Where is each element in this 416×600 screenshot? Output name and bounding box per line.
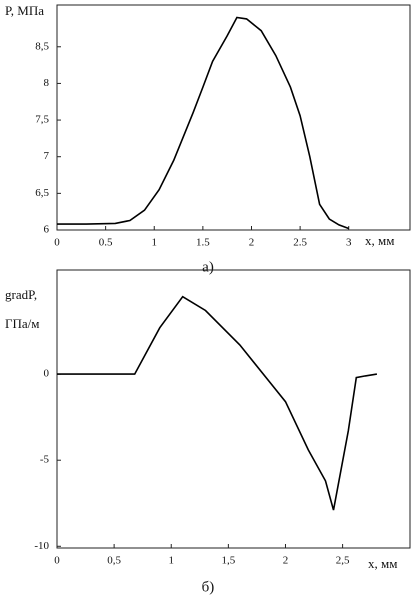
x-tick-label: 2	[249, 237, 255, 249]
x-tick-label: 0,5	[107, 555, 121, 567]
x-tick-label: 0	[54, 237, 60, 249]
x-tick-label: 1	[151, 237, 157, 249]
x-tick-label: 3	[346, 237, 352, 249]
x-tick-label: 1,5	[221, 555, 235, 567]
y-axis-label: ГПа/м	[5, 316, 40, 331]
plot-frame	[56, 4, 411, 231]
x-axis-label: x, мм	[365, 233, 394, 248]
data-line	[57, 295, 378, 511]
x-axis-label: x, мм	[368, 556, 397, 571]
x-tick-label: 2.5	[293, 237, 307, 249]
y-tick-label: 6	[44, 224, 50, 236]
y-tick-label: -5	[40, 454, 50, 466]
y-tick-label: 0	[44, 368, 50, 380]
x-tick-label: 2,5	[336, 555, 350, 567]
x-tick-label: 1	[168, 555, 174, 567]
data-line	[57, 16, 349, 230]
x-tick-label: 1.5	[196, 237, 210, 249]
y-axis-label: P, МПа	[5, 3, 44, 18]
y-tick-label: 6,5	[35, 187, 49, 199]
caption: а)	[202, 259, 214, 275]
y-tick-label: -10	[34, 540, 49, 552]
x-tick-label: 2	[283, 555, 289, 567]
y-tick-label: 8,5	[35, 40, 49, 52]
y-tick-label: 8	[44, 77, 50, 89]
x-tick-label: 0	[54, 555, 60, 567]
y-axis-label: gradP,	[5, 287, 37, 302]
y-tick-label: 7,5	[35, 114, 49, 126]
plot-frame	[56, 269, 411, 549]
caption: б)	[202, 579, 215, 595]
x-tick-label: 0.5	[99, 237, 113, 249]
y-tick-label: 7	[44, 150, 50, 162]
